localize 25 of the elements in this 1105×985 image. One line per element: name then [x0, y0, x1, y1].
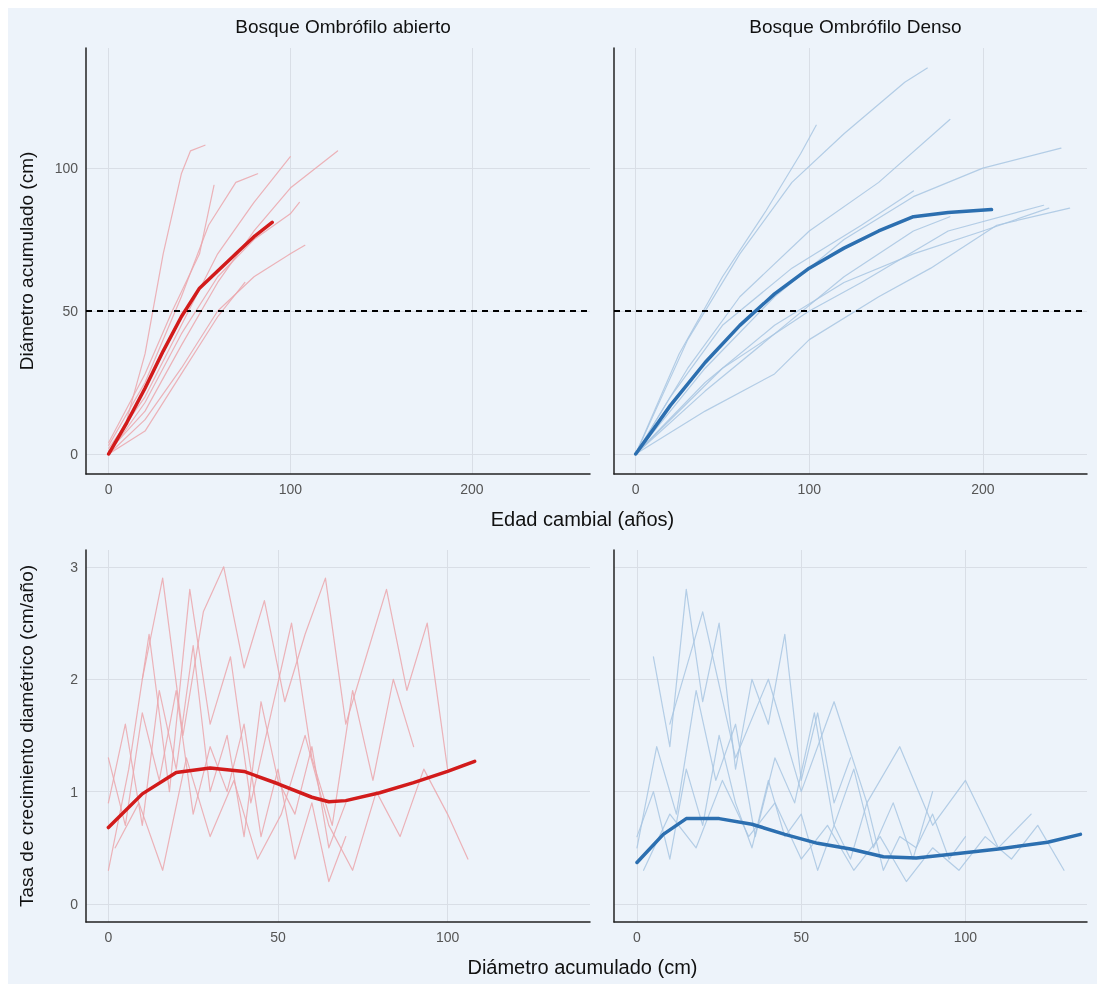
- x-tick-label: 50: [270, 929, 286, 945]
- chart-title: Bosque Ombrófilo abierto: [235, 16, 451, 37]
- chart-title: Bosque Ombrófilo Denso: [749, 16, 962, 37]
- y-tick-label: 3: [70, 558, 79, 575]
- y-tick-label: 2: [70, 671, 79, 688]
- x-tick-label: 50: [793, 929, 810, 945]
- x-tick-label: 200: [971, 481, 995, 497]
- x-tick-label: 100: [797, 481, 822, 497]
- x-tick-label: 100: [435, 929, 460, 945]
- y-tick-label: 0: [70, 445, 79, 462]
- y-tick-label: 0: [70, 896, 79, 913]
- x-tick-label: 0: [104, 481, 113, 497]
- x-tick-label: 200: [460, 481, 484, 497]
- y-tick-label: 100: [54, 160, 79, 177]
- x-tick-label: 0: [104, 929, 113, 945]
- x-tick-label: 100: [278, 481, 303, 497]
- x-tick-label: 100: [953, 929, 978, 945]
- y-axis-title: Diámetro acumulado (cm): [16, 151, 37, 371]
- y-tick-label: 50: [62, 303, 79, 320]
- x-tick-label: 0: [633, 929, 642, 945]
- x-axis-title: Diámetro acumulado (cm): [466, 956, 699, 980]
- x-tick-label: 0: [631, 481, 640, 497]
- x-axis-title: Edad cambial (años): [489, 508, 676, 532]
- y-axis-title: Tasa de crecimiento diamétrico (cm/año): [16, 564, 37, 908]
- y-tick-label: 1: [70, 783, 79, 800]
